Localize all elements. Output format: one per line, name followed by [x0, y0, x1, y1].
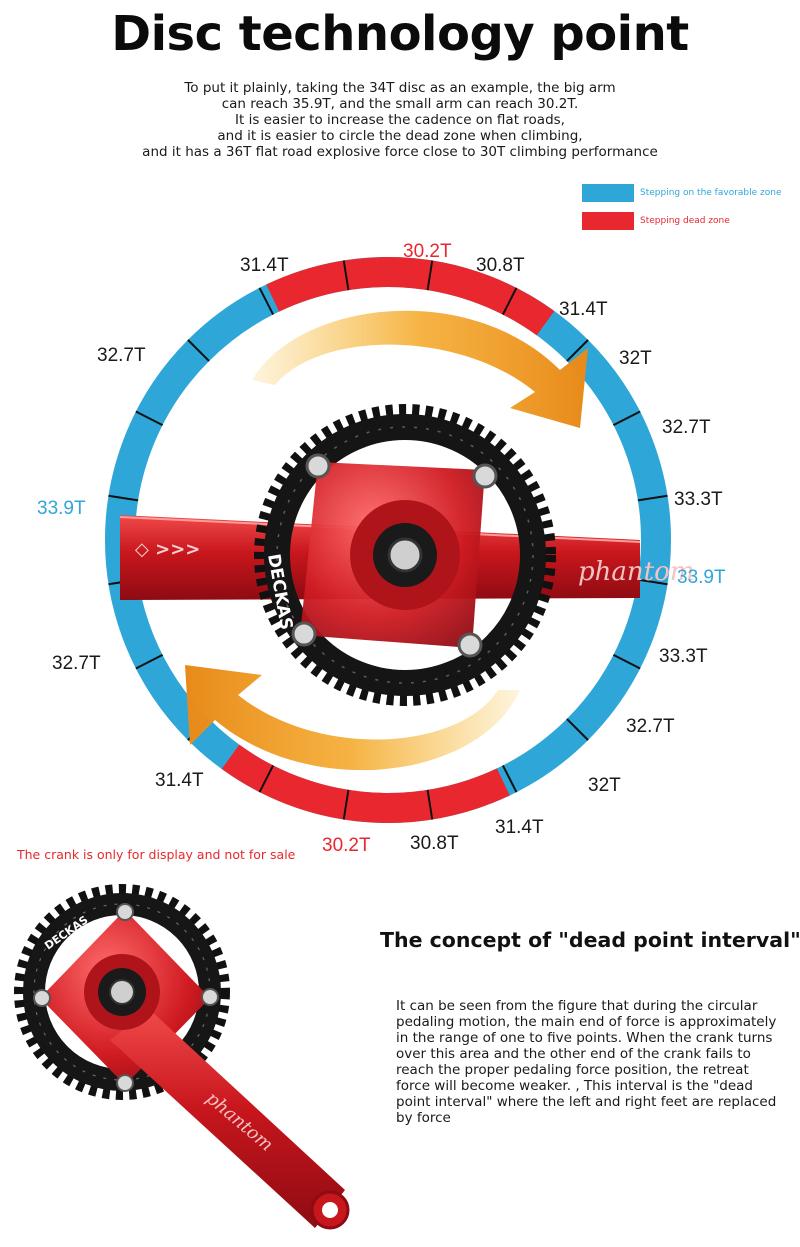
legend-label-favorable: Stepping on the favorable zone	[640, 188, 782, 198]
teeth-label: 31.4T	[495, 817, 544, 838]
ring-tick	[426, 260, 434, 291]
concept-line: force will become weaker. , This interva…	[396, 1078, 753, 1094]
ring-tick	[612, 410, 641, 427]
ring-tick	[108, 494, 139, 502]
concept-line: over this area and the other end of the …	[396, 1046, 751, 1062]
teeth-label: 30.8T	[476, 255, 525, 276]
teeth-label: 30.8T	[410, 833, 459, 854]
ring-tick	[135, 410, 164, 427]
display-note: The crank is only for display and not fo…	[17, 847, 296, 862]
chainring	[254, 404, 556, 706]
ring-tick	[258, 287, 275, 316]
intro-line: and it is easier to circle the dead zone…	[217, 128, 583, 144]
intro-line: It is easier to increase the cadence on …	[235, 112, 565, 128]
teeth-label: 32T	[588, 775, 621, 796]
concept-line: reach the proper pedaling force position…	[396, 1062, 749, 1078]
teeth-label: 30.2T	[322, 835, 371, 856]
ring-tick	[342, 789, 350, 820]
teeth-label: 32.7T	[662, 417, 711, 438]
teeth-label: 32.7T	[626, 716, 675, 737]
teeth-label: 30.2T	[403, 241, 452, 262]
legend-swatch-favorable	[582, 184, 634, 202]
ring-tick	[566, 718, 589, 741]
intro-text: To put it plainly, taking the 34T disc a…	[100, 80, 700, 160]
teeth-label: 31.4T	[240, 255, 289, 276]
product-image: DECKAS phantom	[14, 884, 350, 1230]
concept-body: It can be seen from the figure that duri…	[396, 998, 796, 1126]
legend-label-dead: Stepping dead zone	[640, 216, 730, 226]
ring-tick	[637, 494, 668, 502]
teeth-label: 33.9T	[37, 498, 86, 519]
ring-tick	[637, 578, 668, 586]
concept-line: It can be seen from the figure that duri…	[396, 998, 758, 1014]
ring-ticks	[108, 260, 668, 820]
ring-tick	[258, 764, 275, 793]
intro-line: To put it plainly, taking the 34T disc a…	[184, 80, 616, 96]
ring-tick	[566, 339, 589, 362]
ring-tick	[426, 789, 434, 820]
teeth-label: 32.7T	[52, 653, 101, 674]
concept-line: by force	[396, 1110, 451, 1126]
teeth-label: 33.9T	[677, 567, 726, 588]
rotation-arrow-top	[252, 310, 588, 428]
ring-tick	[342, 260, 350, 291]
concept-line: pedaling motion, the main end of force i…	[396, 1014, 777, 1030]
concept-line: in the range of one to five points. When…	[396, 1030, 773, 1046]
teeth-label: 32.7T	[97, 345, 146, 366]
dead-zone-arc-top	[266, 257, 555, 336]
concept-line: point interval" where the left and right…	[396, 1094, 777, 1110]
ring-tick	[501, 764, 518, 793]
teeth-label: 32T	[619, 348, 652, 369]
crank-spider	[291, 453, 498, 658]
ring-tick	[135, 653, 164, 670]
intro-line: and it has a 36T flat road explosive for…	[142, 144, 658, 160]
ring-tick	[187, 339, 210, 362]
concept-title: The concept of "dead point interval"	[380, 928, 800, 952]
ring-tick	[612, 653, 641, 670]
rotation-arrow-bottom	[185, 665, 520, 771]
dead-zone-arc-bottom	[221, 744, 510, 823]
teeth-label: 33.3T	[674, 489, 723, 510]
legend-swatch-dead	[582, 212, 634, 230]
teeth-label: 31.4T	[155, 770, 204, 791]
arm-brand: phantom	[578, 557, 694, 587]
teeth-label: 31.4T	[559, 299, 608, 320]
ring-tick	[501, 287, 518, 316]
teeth-label: 33.3T	[659, 646, 708, 667]
intro-line: can reach 35.9T, and the small arm can r…	[221, 96, 579, 112]
arm-chevrons: ◇ >>>	[135, 539, 200, 560]
page-title: Disc technology point	[111, 6, 689, 62]
